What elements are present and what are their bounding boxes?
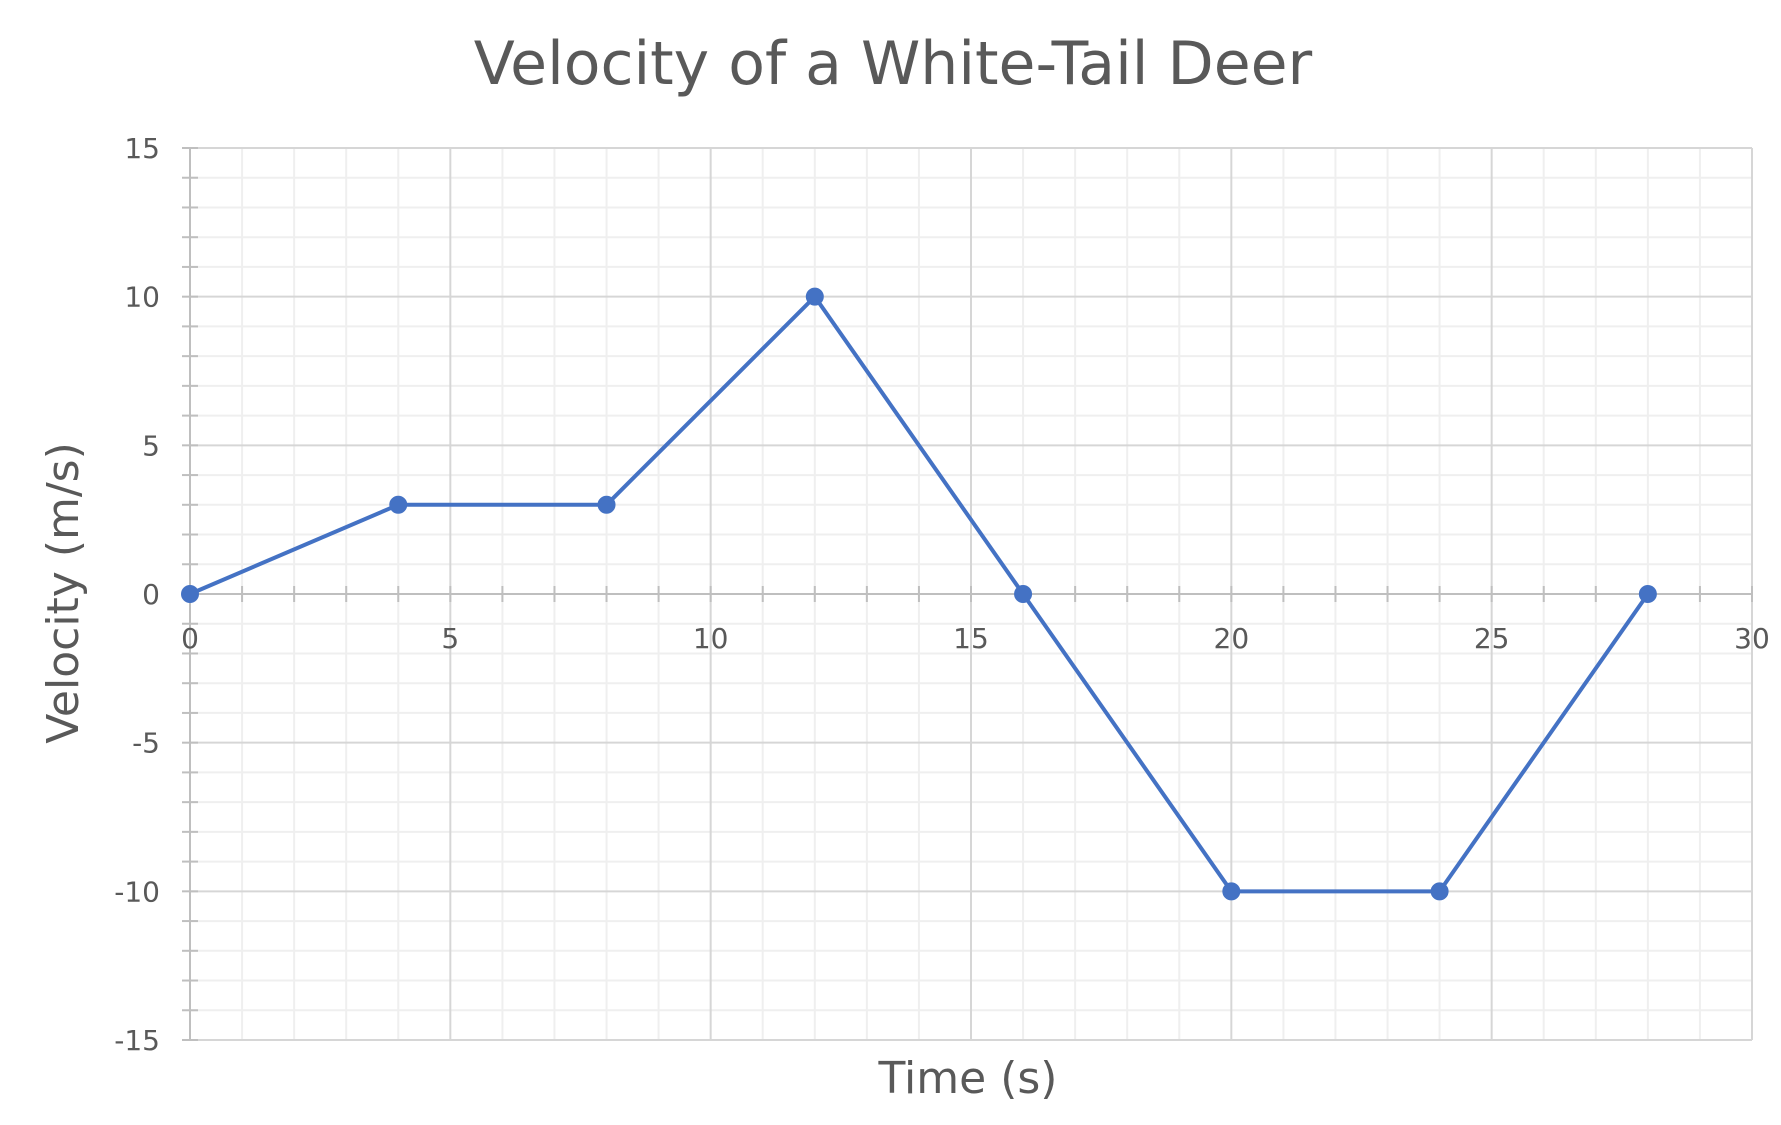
data-point xyxy=(1014,585,1033,603)
chart-title: Velocity of a White-Tail Deer xyxy=(474,29,1313,99)
x-tick-label: 20 xyxy=(1214,622,1250,655)
x-tick-label: 10 xyxy=(693,622,729,655)
x-tick-label: 25 xyxy=(1474,622,1510,655)
y-tick-label: 15 xyxy=(124,132,160,165)
data-point xyxy=(1430,882,1449,901)
y-tick-label: -10 xyxy=(114,875,160,908)
x-tick-label: 30 xyxy=(1734,622,1770,655)
data-point xyxy=(805,287,824,306)
y-axis-title: Velocity (m/s) xyxy=(38,442,89,744)
data-point xyxy=(1638,585,1657,603)
y-tick-label: 0 xyxy=(142,578,160,611)
data-point xyxy=(597,495,616,514)
data-point xyxy=(389,495,408,514)
y-tick-label: -5 xyxy=(132,727,160,760)
x-axis-title: Time (s) xyxy=(878,1053,1058,1104)
series-layer xyxy=(181,287,1657,901)
tick-labels: 15 10 5 0 -5 -10 -15 0 5 10 15 20 25 30 xyxy=(114,132,1770,1057)
data-point xyxy=(181,585,199,603)
axes xyxy=(182,147,1753,1041)
x-tick-label: 0 xyxy=(181,622,199,655)
y-tick-label: 5 xyxy=(142,429,160,462)
x-tick-label: 15 xyxy=(953,622,989,655)
series-line xyxy=(189,294,1650,894)
x-tick-label: 5 xyxy=(441,622,459,655)
y-tick-label: -15 xyxy=(114,1024,160,1057)
data-point xyxy=(1222,882,1241,901)
y-tick-label: 10 xyxy=(124,281,160,314)
